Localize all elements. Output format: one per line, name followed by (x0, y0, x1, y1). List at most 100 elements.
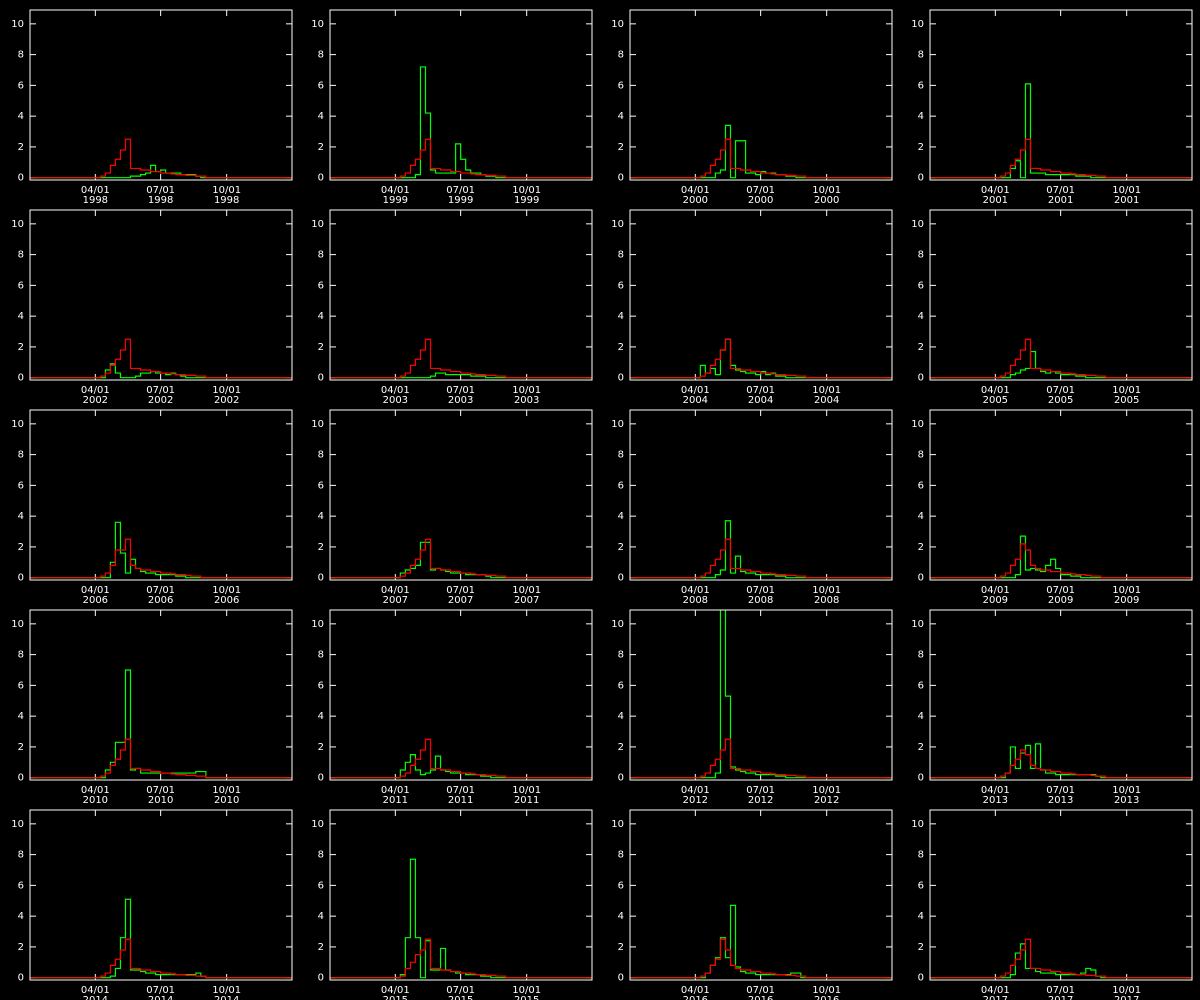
y-tick-label: 8 (18, 650, 24, 661)
x-tick-year: 1999 (448, 195, 473, 206)
y-tick-label: 4 (618, 711, 624, 722)
x-tick-year: 2005 (1114, 395, 1139, 406)
y-tick-label: 2 (918, 942, 924, 953)
x-tick-year: 2003 (383, 395, 408, 406)
plot-frame (29, 409, 293, 581)
y-tick-label: 10 (311, 19, 324, 30)
y-tick-label: 6 (918, 280, 924, 291)
step-line (630, 538, 892, 579)
x-tick-year: 2011 (448, 795, 473, 806)
y-tick-label: 0 (318, 973, 324, 984)
x-tick-label: 07/01 (1046, 385, 1075, 396)
x-tick-year: 2010 (83, 795, 108, 806)
x-tick-label: 07/01 (446, 385, 475, 396)
x-tick-label: 04/01 (681, 585, 710, 596)
x-tick-label: 10/01 (812, 185, 841, 196)
step-line (930, 535, 1192, 579)
x-tick-year: 2012 (748, 795, 773, 806)
x-tick-label: 07/01 (146, 785, 175, 796)
x-tick-label: 10/01 (212, 385, 241, 396)
x-tick-label: 07/01 (146, 585, 175, 596)
plot-frame (629, 809, 893, 981)
x-tick-year: 2003 (514, 395, 539, 406)
step-line (930, 543, 1192, 579)
x-tick-label: 04/01 (681, 185, 710, 196)
x-tick-label: 10/01 (512, 985, 541, 996)
x-tick-year: 2006 (214, 595, 239, 606)
x-tick-label: 04/01 (681, 985, 710, 996)
step-line (30, 938, 292, 979)
y-tick-label: 8 (18, 250, 24, 261)
x-tick-label: 07/01 (446, 985, 475, 996)
x-tick-year: 2002 (83, 395, 108, 406)
x-tick-label: 10/01 (1112, 385, 1141, 396)
y-tick-label: 8 (18, 450, 24, 461)
plot-frame (629, 9, 893, 181)
step-line (630, 338, 892, 379)
x-tick-label: 04/01 (81, 185, 110, 196)
y-tick-label: 2 (618, 742, 624, 753)
y-tick-label: 8 (318, 50, 324, 61)
y-tick-label: 2 (18, 542, 24, 553)
step-line (930, 138, 1192, 179)
y-tick-label: 2 (18, 142, 24, 153)
y-tick-label: 10 (911, 19, 924, 30)
step-line (330, 66, 592, 179)
y-tick-label: 10 (11, 619, 24, 630)
x-tick-label: 10/01 (812, 985, 841, 996)
y-tick-label: 4 (918, 511, 924, 522)
x-tick-label: 04/01 (381, 785, 410, 796)
y-tick-label: 6 (318, 280, 324, 291)
x-tick-label: 07/01 (146, 985, 175, 996)
x-tick-year: 2010 (148, 795, 173, 806)
y-tick-label: 8 (318, 450, 324, 461)
y-tick-label: 10 (11, 219, 24, 230)
x-tick-label: 07/01 (446, 585, 475, 596)
x-tick-label: 07/01 (146, 385, 175, 396)
y-tick-label: 2 (918, 542, 924, 553)
step-line (930, 83, 1192, 179)
step-line (930, 938, 1192, 979)
x-tick-year: 2007 (514, 595, 539, 606)
x-tick-label: 04/01 (81, 585, 110, 596)
x-tick-year: 2001 (1114, 195, 1139, 206)
y-tick-label: 4 (318, 311, 324, 322)
y-tick-label: 6 (318, 680, 324, 691)
y-tick-label: 10 (311, 219, 324, 230)
x-tick-year: 2010 (214, 795, 239, 806)
y-tick-label: 4 (18, 711, 24, 722)
y-tick-label: 10 (311, 819, 324, 830)
plot-frame (329, 809, 593, 981)
plot-frame (629, 409, 893, 581)
y-tick-label: 0 (318, 173, 324, 184)
step-line (630, 124, 892, 179)
step-line (930, 350, 1192, 379)
y-tick-label: 4 (618, 511, 624, 522)
y-tick-label: 8 (18, 50, 24, 61)
x-tick-label: 10/01 (212, 985, 241, 996)
y-tick-label: 8 (918, 250, 924, 261)
y-tick-label: 8 (18, 850, 24, 861)
plot-frame (329, 609, 593, 781)
y-tick-label: 2 (918, 142, 924, 153)
y-tick-label: 8 (618, 250, 624, 261)
y-tick-label: 10 (11, 419, 24, 430)
x-tick-year: 2004 (683, 395, 708, 406)
x-tick-year: 2014 (148, 995, 173, 1000)
x-tick-year: 2017 (1114, 995, 1139, 1000)
y-tick-label: 2 (918, 342, 924, 353)
step-line (330, 738, 592, 779)
x-tick-label: 04/01 (381, 985, 410, 996)
x-tick-label: 07/01 (146, 185, 175, 196)
y-tick-label: 8 (318, 250, 324, 261)
y-tick-label: 8 (918, 50, 924, 61)
step-line (330, 538, 592, 579)
y-tick-label: 6 (18, 680, 24, 691)
x-tick-year: 2007 (448, 595, 473, 606)
y-tick-label: 10 (11, 19, 24, 30)
x-tick-year: 2009 (1114, 595, 1139, 606)
plot-frame (29, 809, 293, 981)
